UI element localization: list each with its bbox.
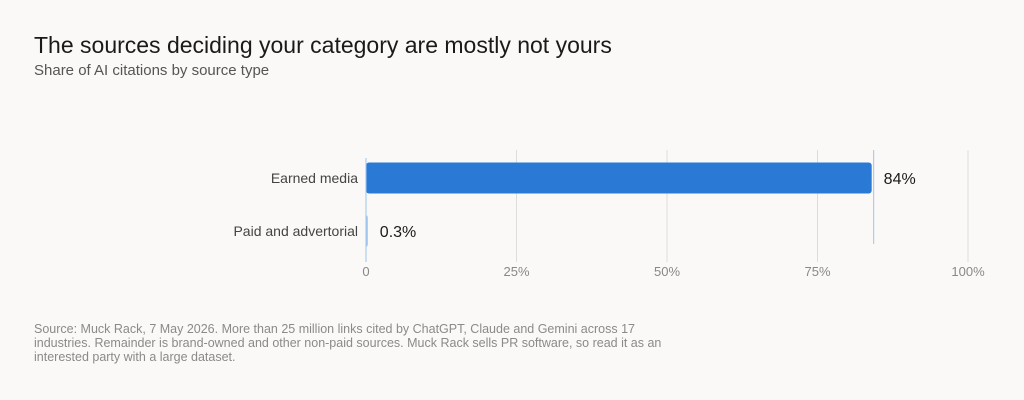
chart-subtitle: Share of AI citations by source type xyxy=(34,62,270,79)
category-label: Paid and advertorial xyxy=(233,223,358,239)
x-tick-label: 50% xyxy=(654,264,680,279)
bar xyxy=(366,162,872,194)
x-tick-label: 75% xyxy=(804,264,830,279)
value-label: 0.3% xyxy=(380,224,416,241)
source-note: Source: Muck Rack, 7 May 2026. More than… xyxy=(34,322,662,364)
bar-chart: 0 25% 50% 75% 100% Earned media 84% Paid and ad… xyxy=(233,150,985,279)
x-tick-label: 100% xyxy=(951,264,985,279)
x-tick-label: 25% xyxy=(503,264,529,279)
x-tick-label: 0 xyxy=(362,264,369,279)
chart-title: The sources deciding your category are m… xyxy=(34,32,612,58)
value-label: 84% xyxy=(884,171,916,188)
category-label: Earned media xyxy=(271,170,358,186)
